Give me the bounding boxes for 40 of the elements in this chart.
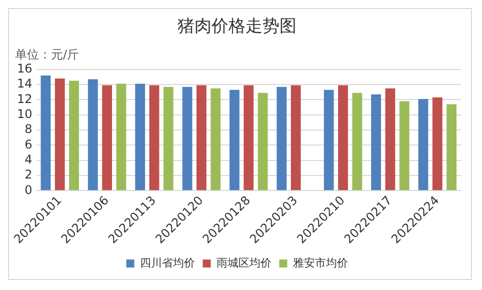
bar xyxy=(385,88,396,190)
chart-title: 猪肉价格走势图 xyxy=(178,16,296,37)
bar xyxy=(210,88,221,190)
y-tick-label: 16 xyxy=(16,62,32,76)
y-tick-label: 10 xyxy=(16,106,32,121)
y-tick-label: 2 xyxy=(24,168,32,182)
y-tick-label: 6 xyxy=(24,137,32,152)
bar xyxy=(54,78,65,190)
bar xyxy=(399,101,410,190)
bar xyxy=(116,84,126,190)
bar xyxy=(88,79,98,190)
bar xyxy=(149,85,160,190)
bar xyxy=(324,90,334,190)
bar xyxy=(40,75,51,190)
y-tick-label: 4 xyxy=(24,152,32,166)
legend-label: 雅安市均价 xyxy=(292,256,348,270)
bar xyxy=(102,85,112,190)
bar xyxy=(230,90,240,190)
bar xyxy=(244,85,254,190)
bar xyxy=(196,85,206,190)
bar xyxy=(446,104,457,190)
bar xyxy=(338,85,348,190)
y-tick-label: 0 xyxy=(24,182,32,197)
bar xyxy=(432,97,442,190)
bar xyxy=(69,80,79,190)
bar xyxy=(182,86,192,190)
y-tick-label: 12 xyxy=(16,92,32,106)
bar xyxy=(352,92,362,190)
bar xyxy=(163,86,174,190)
text: 单位：元/斤 xyxy=(15,48,80,62)
bar xyxy=(258,92,268,190)
legend-label: 雨城区均价 xyxy=(216,256,272,270)
bar xyxy=(371,94,382,190)
bar xyxy=(418,98,428,190)
y-tick-label: 14 xyxy=(16,76,32,91)
bar xyxy=(276,86,287,190)
legend-label: 四川省均价 xyxy=(140,256,195,270)
y-tick-label: 8 xyxy=(24,122,32,136)
bar xyxy=(135,84,146,190)
bar xyxy=(290,85,301,190)
